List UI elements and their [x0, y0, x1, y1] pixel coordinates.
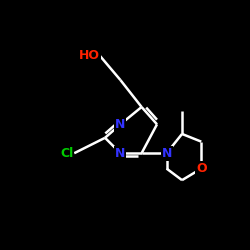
Text: HO: HO [79, 48, 100, 62]
Text: O: O [196, 162, 206, 175]
Text: N: N [115, 118, 126, 131]
Text: Cl: Cl [60, 147, 73, 160]
Text: N: N [115, 147, 126, 160]
Text: N: N [162, 147, 172, 160]
